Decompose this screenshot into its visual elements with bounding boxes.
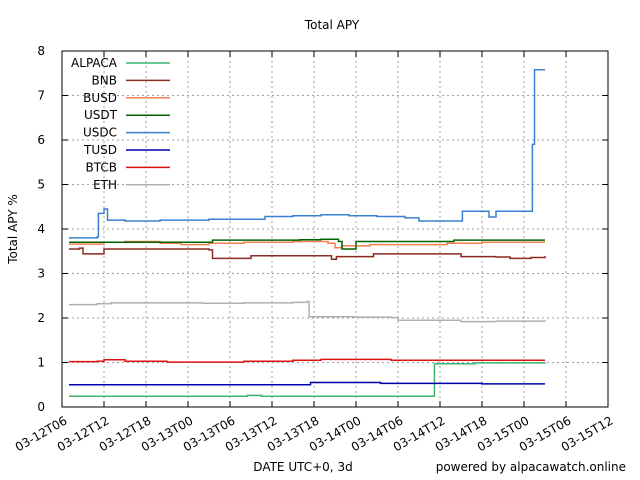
chart-title: Total APY: [304, 18, 360, 32]
legend-label-busd: BUSD: [83, 91, 117, 105]
y-tick-label: 4: [37, 222, 45, 236]
credit-label: powered by alpacawatch.online: [436, 460, 626, 474]
x-axis-label: DATE UTC+0, 3d: [253, 460, 352, 474]
legend-label-usdt: USDT: [84, 108, 118, 122]
y-tick-label: 8: [37, 44, 45, 58]
series-lines: [69, 68, 546, 398]
y-tick-label: 1: [37, 356, 45, 370]
y-axis-ticks: 0 1 2 3 4 5 6 7 8: [37, 44, 608, 414]
y-tick-label: 2: [37, 311, 45, 325]
series-line-eth: [69, 300, 546, 323]
series-line-alpaca: [69, 362, 546, 398]
legend-label-tusd: TUSD: [83, 143, 117, 157]
series-line-bnb: [69, 247, 546, 261]
legend-label-eth: ETH: [93, 178, 117, 192]
legend-label-alpaca: ALPACA: [71, 56, 118, 70]
series-line-usdc: [69, 68, 545, 239]
legend: ALPACA BNB BUSD USDT USDC TUSD BTCB ETH: [71, 56, 170, 192]
y-tick-label: 3: [37, 267, 45, 281]
grid: [62, 51, 608, 407]
y-tick-label: 7: [37, 89, 45, 103]
series-line-busd: [69, 240, 545, 249]
series-line-tusd: [69, 381, 545, 386]
legend-label-usdc: USDC: [83, 126, 117, 140]
series-line-usdt: [69, 238, 545, 250]
y-tick-label: 6: [37, 133, 45, 147]
y-tick-label: 5: [37, 178, 45, 192]
series-line-btcb: [69, 358, 545, 363]
y-axis-label: Total APY %: [6, 194, 20, 265]
y-tick-label: 0: [37, 400, 45, 414]
legend-label-bnb: BNB: [92, 73, 117, 87]
legend-label-btcb: BTCB: [86, 160, 117, 174]
